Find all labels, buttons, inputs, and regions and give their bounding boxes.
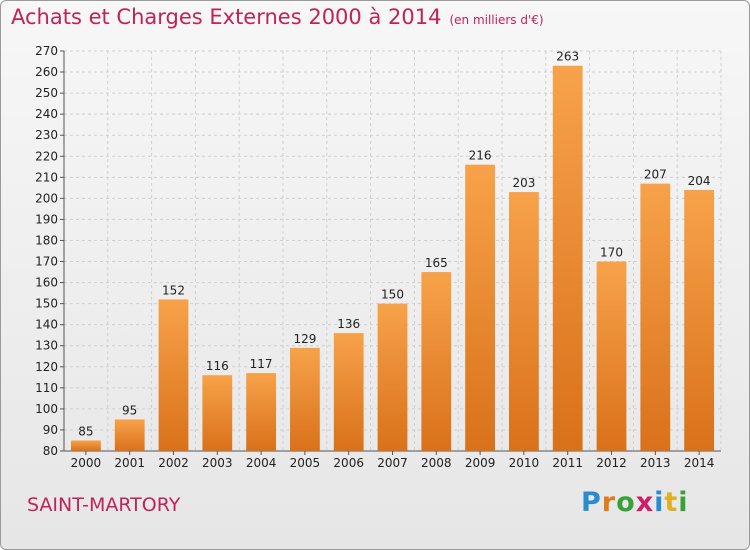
x-tick-label-2007: 2007: [377, 456, 408, 470]
x-tick-label-2001: 2001: [114, 456, 145, 470]
bar-2004: [246, 373, 276, 451]
value-label-2011: 263: [556, 50, 579, 64]
x-tick-label-2012: 2012: [596, 456, 627, 470]
bars: [71, 65, 714, 452]
value-label-2014: 204: [688, 174, 711, 188]
x-tick-label-2005: 2005: [290, 456, 321, 470]
chart-title: Achats et Charges Externes 2000 à 2014 (e…: [11, 5, 544, 29]
x-tick-label-2010: 2010: [509, 456, 540, 470]
bar-2010: [509, 192, 539, 452]
y-tick-label: 270: [35, 44, 58, 58]
bar-2007: [377, 303, 408, 451]
value-label-2008: 165: [425, 256, 448, 270]
logo-letter: x: [635, 487, 655, 518]
y-tick-label: 80: [43, 444, 58, 458]
bar-2009: [465, 164, 495, 451]
value-label-2013: 207: [644, 168, 667, 182]
bar-2006: [333, 333, 364, 451]
x-tick-label-2009: 2009: [465, 456, 496, 470]
logo-letter: P: [581, 487, 602, 518]
value-label-2004: 117: [250, 357, 273, 371]
bar-2000: [71, 440, 101, 451]
x-tick-label-2013: 2013: [640, 456, 671, 470]
value-label-2002: 152: [162, 283, 185, 297]
y-tick-label: 210: [35, 170, 58, 184]
value-label-2006: 136: [337, 317, 360, 331]
x-tick-label-2011: 2011: [552, 456, 583, 470]
chart-title-text: Achats et Charges Externes 2000 à 2014: [11, 5, 442, 29]
value-label-2001: 95: [122, 403, 137, 417]
y-tick-label: 190: [35, 212, 58, 226]
proxiti-logo: Proxiti: [581, 487, 689, 518]
y-tick-label: 100: [35, 402, 58, 416]
value-label-2010: 203: [512, 176, 535, 190]
y-tick-label: 140: [35, 318, 58, 332]
y-tick-label: 220: [35, 149, 58, 163]
y-tick-label: 130: [35, 339, 58, 353]
x-tick-label-2006: 2006: [333, 456, 364, 470]
y-tick-label: 90: [43, 423, 58, 437]
y-tick-label: 250: [35, 86, 58, 100]
bar-2014: [684, 189, 714, 451]
bar-2002: [158, 299, 189, 451]
x-tick-label-2002: 2002: [158, 456, 189, 470]
y-tick-label: 120: [35, 360, 58, 374]
value-label-2005: 129: [293, 332, 316, 346]
y-tick-label: 170: [35, 255, 58, 269]
logo-letter: o: [616, 487, 636, 518]
x-tick-label-2014: 2014: [684, 456, 715, 470]
y-tick-label: 110: [35, 381, 58, 395]
value-label-2003: 116: [206, 359, 229, 373]
value-label-2000: 85: [78, 424, 93, 438]
value-label-2009: 216: [469, 149, 492, 163]
y-tick-label: 240: [35, 107, 58, 121]
x-tick-label-2003: 2003: [202, 456, 233, 470]
y-tick-label: 230: [35, 128, 58, 142]
bar-2008: [421, 272, 452, 451]
labels: 85 2000 95 2001 152 2002 116 2003 117 2004 129 2005…: [71, 50, 715, 470]
y-tick-label: 200: [35, 191, 58, 205]
bar-2013: [640, 183, 671, 451]
x-tick-label-2008: 2008: [421, 456, 452, 470]
bar-2003: [202, 375, 233, 451]
logo-letter: r: [601, 487, 617, 518]
x-tick-label-2004: 2004: [246, 456, 277, 470]
value-label-2007: 150: [381, 288, 404, 302]
bar-2001: [114, 419, 145, 451]
bar-2005: [290, 347, 320, 451]
bar-2011: [552, 65, 583, 451]
y-tick-label: 160: [35, 276, 58, 290]
y-tick-label: 260: [35, 65, 58, 79]
commune-name: SAINT-MARTORY: [27, 494, 181, 516]
y-tick-label: 150: [35, 297, 58, 311]
chart-unit: (en milliers d'€): [449, 13, 544, 27]
logo-letter: t: [664, 487, 679, 518]
x-tick-label-2000: 2000: [71, 456, 102, 470]
y-tick-label: 180: [35, 233, 58, 247]
value-label-2012: 170: [600, 246, 623, 260]
logo-letter: i: [678, 487, 689, 518]
bar-2012: [596, 261, 627, 451]
logo-letter: i: [654, 487, 665, 518]
